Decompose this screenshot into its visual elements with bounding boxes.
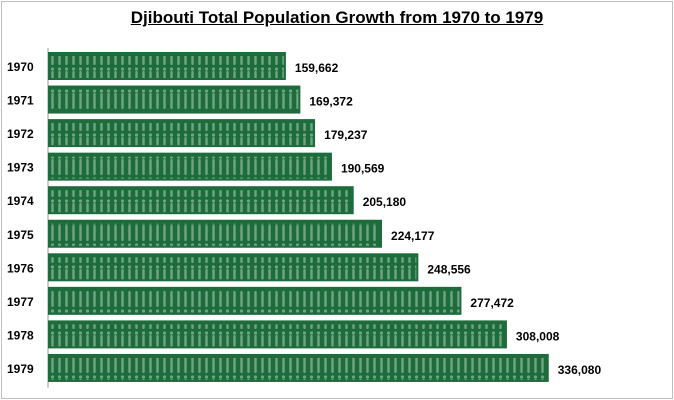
bar-pattern [50, 357, 547, 380]
data-label: 277,472 [470, 296, 514, 310]
data-label: 308,008 [516, 329, 560, 343]
y-tick-label: 1975 [7, 228, 34, 242]
chart-title: Djibouti Total Population Growth from 19… [130, 8, 544, 27]
bar-pattern [50, 123, 314, 146]
y-tick-label: 1972 [7, 127, 34, 141]
y-tick-label: 1971 [7, 94, 34, 108]
data-label: 190,569 [341, 162, 385, 176]
bar-pattern [50, 156, 330, 179]
bar-pattern [50, 324, 505, 347]
bar-pattern [50, 190, 352, 213]
bar-pattern [50, 290, 460, 313]
data-label: 336,080 [558, 363, 602, 377]
y-tick-label: 1973 [7, 161, 34, 175]
y-tick-label: 1978 [7, 328, 34, 342]
data-label: 248,556 [427, 262, 471, 276]
data-label: 205,180 [363, 195, 407, 209]
bar-pattern [50, 56, 284, 78]
data-label: 159,662 [295, 61, 339, 75]
y-tick-label: 1979 [7, 362, 34, 376]
bar-pattern [50, 89, 299, 112]
bar-pattern [50, 257, 417, 280]
data-label: 179,237 [324, 128, 368, 142]
data-label: 169,372 [309, 95, 353, 109]
y-tick-label: 1974 [7, 194, 34, 208]
y-tick-label: 1977 [7, 295, 34, 309]
y-tick-label: 1970 [7, 60, 34, 74]
data-label: 224,177 [391, 229, 435, 243]
y-tick-label: 1976 [7, 261, 34, 275]
bar-pattern [50, 223, 381, 246]
